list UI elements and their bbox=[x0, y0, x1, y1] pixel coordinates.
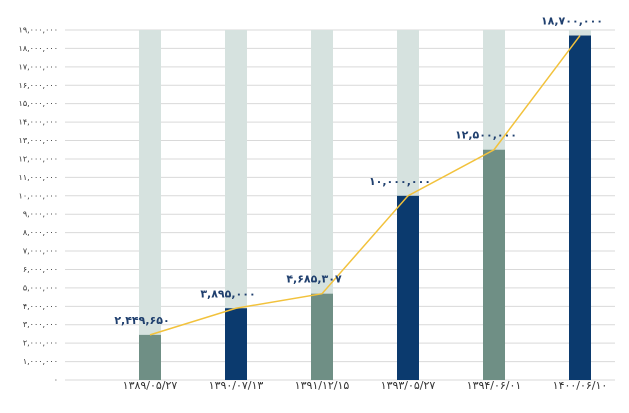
y-tick-label: ۱۴,۰۰۰,۰۰۰ bbox=[19, 118, 58, 127]
value-label: ۱۲,۵۰۰,۰۰۰ bbox=[455, 129, 517, 142]
y-tick-label: ۱۰,۰۰۰,۰۰۰ bbox=[19, 191, 58, 200]
y-tick-label: ۱۸,۰۰۰,۰۰۰ bbox=[19, 44, 58, 53]
y-tick-label: ۷,۰۰۰,۰۰۰ bbox=[23, 247, 58, 256]
y-tick-label: ۱۳,۰۰۰,۰۰۰ bbox=[19, 136, 58, 145]
y-tick-label: ۴,۰۰۰,۰۰۰ bbox=[23, 302, 58, 311]
y-tick-label: ۱۶,۰۰۰,۰۰۰ bbox=[19, 81, 58, 90]
trend-line bbox=[149, 35, 581, 336]
y-tick-label: ۱,۰۰۰,۰۰۰ bbox=[23, 357, 58, 366]
bar bbox=[311, 293, 333, 380]
bar bbox=[483, 149, 505, 380]
value-label: ۲,۴۴۹,۶۵۰ bbox=[114, 314, 169, 327]
bar bbox=[569, 35, 591, 381]
bar bbox=[139, 334, 161, 380]
y-tick-label: ۵,۰۰۰,۰۰۰ bbox=[23, 283, 58, 292]
y-tick-label: ۲,۰۰۰,۰۰۰ bbox=[23, 339, 58, 348]
bar bbox=[225, 308, 247, 380]
x-tick-label: ۱۴۰۰/۰۶/۱۰ bbox=[553, 379, 608, 392]
y-tick-label: ۳,۰۰۰,۰۰۰ bbox=[23, 320, 58, 329]
x-tick-label: ۱۳۸۹/۰۵/۲۷ bbox=[123, 379, 178, 392]
bar bbox=[397, 195, 419, 380]
y-tick-label: ۱۲,۰۰۰,۰۰۰ bbox=[19, 154, 58, 163]
y-tick-label: ۱۱,۰۰۰,۰۰۰ bbox=[19, 173, 58, 182]
y-tick-label: ۱۷,۰۰۰,۰۰۰ bbox=[19, 62, 58, 71]
value-label: ۱۰,۰۰۰,۰۰۰ bbox=[369, 175, 431, 188]
bar-background bbox=[139, 30, 161, 380]
bar-background bbox=[225, 30, 247, 380]
x-tick-label: ۱۳۹۴/۰۶/۰۱ bbox=[467, 379, 522, 392]
y-tick-label: ۱۵,۰۰۰,۰۰۰ bbox=[19, 99, 58, 108]
bar-background bbox=[311, 30, 333, 380]
y-tick-label: ۰ bbox=[54, 376, 58, 385]
y-tick-label: ۸,۰۰۰,۰۰۰ bbox=[23, 228, 58, 237]
x-tick-label: ۱۳۹۳/۰۵/۲۷ bbox=[381, 379, 436, 392]
y-tick-label: ۱۹,۰۰۰,۰۰۰ bbox=[19, 26, 58, 35]
value-label: ۳,۸۹۵,۰۰۰ bbox=[200, 287, 255, 300]
y-tick-label: ۹,۰۰۰,۰۰۰ bbox=[23, 210, 58, 219]
y-tick-label: ۶,۰۰۰,۰۰۰ bbox=[23, 265, 58, 274]
x-tick-label: ۱۳۹۰/۰۷/۱۳ bbox=[209, 379, 264, 392]
x-tick-label: ۱۳۹۱/۱۲/۱۵ bbox=[295, 379, 350, 392]
value-label: ۱۸,۷۰۰,۰۰۰ bbox=[541, 15, 603, 28]
value-label: ۴,۶۸۵,۳۰۷ bbox=[286, 273, 342, 286]
